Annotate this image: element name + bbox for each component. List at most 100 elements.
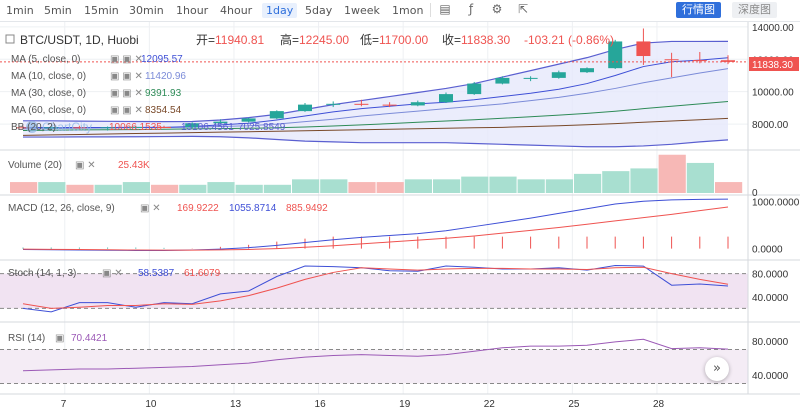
candle-body: [44, 127, 59, 129]
study-controls-icon[interactable]: ▣ ▣ ✕: [110, 71, 143, 82]
volume-bar: [545, 179, 573, 193]
candle-body: [298, 104, 312, 112]
price-axis-tick-label: 14000.00: [752, 23, 794, 34]
volume-bar: [151, 184, 179, 193]
timeframe-1mon[interactable]: 1mon: [392, 4, 424, 17]
candle-body: [495, 77, 510, 84]
volume-bar: [376, 182, 404, 193]
timeframe-30min[interactable]: 30min: [129, 4, 164, 17]
symbol-title: BTC/USDT, 1D, Huobi: [20, 33, 139, 47]
timeframe-1week[interactable]: 1week: [344, 4, 380, 17]
study-controls-icon[interactable]: ▣ ▣ ✕: [110, 88, 143, 99]
price-axis: 8000.0010000.0012000.0014000.0000.000010…: [752, 23, 800, 382]
timeframe-1hour[interactable]: 1hour: [176, 4, 209, 17]
candle-body: [664, 59, 679, 61]
study-label-ma5: MA (5, close, 0): [11, 54, 80, 65]
candle-body: [467, 83, 482, 95]
stoch-k-line: [22, 264, 729, 313]
macd-signal-line: [22, 206, 729, 251]
stoch-series: [0, 264, 748, 313]
fullscreen-icon[interactable]: ⇱: [517, 2, 529, 16]
study-controls-icon[interactable]: ▣ ✕: [140, 203, 161, 214]
study-label-ma60: MA (60, close, 0): [11, 105, 86, 116]
time-axis-tick-label: 19: [399, 399, 411, 410]
low-value: 11700.00: [379, 33, 428, 47]
study-controls-icon[interactable]: ▣ ▣ ✕: [110, 105, 143, 116]
study-controls-icon[interactable]: ▣: [55, 333, 64, 344]
ma30-line: [22, 101, 729, 132]
study-controls-icon[interactable]: ▣ ✕: [102, 268, 123, 279]
ma60-line: [22, 117, 729, 136]
candle-style-icon[interactable]: ▤: [439, 2, 451, 16]
stoch-axis-tick-label: 80.0000: [752, 270, 789, 281]
volume-value: 25.43K: [118, 160, 150, 171]
rsi-label: RSI (14): [8, 333, 45, 344]
candle-body: [721, 60, 735, 62]
time-axis-tick-label: 25: [568, 399, 580, 410]
volume-bar: [574, 173, 602, 193]
watermark-text: ChartCity: [42, 120, 92, 134]
volume-bar: [263, 184, 291, 193]
bollinger-fill: [23, 41, 728, 147]
stoch-d-line: [22, 266, 729, 309]
volume-bar: [433, 179, 461, 193]
volume-bar: [10, 182, 38, 193]
price-axis-tick-label: 10000.00: [752, 88, 794, 99]
toolbar-divider: [430, 3, 431, 17]
scroll-to-latest-button[interactable]: »: [705, 357, 729, 381]
high-label: 高=: [280, 32, 299, 47]
stoch-axis-tick-label: 40.0000: [752, 293, 789, 304]
time-axis-tick-label: 7: [61, 399, 67, 410]
volume-bar: [179, 184, 207, 193]
time-axis-tick-label: 22: [484, 399, 496, 410]
timeframe-1day[interactable]: 1day: [262, 3, 298, 18]
study-legends: MA (5, close, 0) ▣ ▣ ✕ 12095.57 MA (10, …: [8, 54, 328, 344]
chart-view-button[interactable]: 行情图: [676, 2, 721, 18]
rsi-series: [0, 338, 748, 384]
last-price-badge: [749, 57, 799, 71]
price-axis-tick-label: 8000.00: [752, 120, 789, 131]
volume-bar: [461, 176, 489, 193]
candle-body: [16, 127, 30, 129]
candle-body: [326, 103, 341, 105]
timeframe-4hour[interactable]: 4hour: [220, 4, 253, 17]
collapse-icon[interactable]: [5, 34, 15, 44]
volume-bar: [630, 168, 658, 193]
time-axis-tick-label: 13: [230, 399, 242, 410]
indicators-icon[interactable]: ƒ: [468, 2, 474, 16]
candle-body: [382, 104, 397, 106]
volume-series: [10, 154, 743, 193]
timeframe-5day[interactable]: 5day: [305, 4, 333, 17]
timeframe-toolbar: 1min 5min 15min 30min 1hour 4hour 1day 5…: [0, 0, 800, 22]
stoch-band: [0, 273, 748, 309]
volume-bar: [94, 184, 122, 193]
candle-body: [213, 121, 228, 124]
volume-bar: [348, 182, 376, 193]
depth-view-button[interactable]: 深度图: [732, 2, 777, 18]
timeframe-1min[interactable]: 1min: [6, 4, 34, 17]
macd-value-macd: 1055.8714: [229, 203, 277, 214]
volume-bar: [658, 154, 686, 193]
study-value-bb-mid: 10066.1535: [109, 122, 162, 133]
timeframe-15min[interactable]: 15min: [84, 4, 119, 17]
open-label: 开=: [196, 33, 215, 47]
timeframe-5min[interactable]: 5min: [44, 4, 72, 17]
macd-value-hist: 169.9222: [177, 203, 219, 214]
open-value: 11940.81: [215, 33, 264, 47]
close-label: 收=: [442, 33, 461, 47]
study-controls-icon[interactable]: ▣ ✕: [75, 160, 96, 171]
study-value-bb-upper: 13106.4561: [181, 122, 234, 133]
study-value-ma5: 12095.57: [141, 54, 183, 65]
study-label-ma10: MA (10, close, 0): [11, 71, 86, 82]
candle-body: [72, 127, 87, 129]
volume-bar: [517, 179, 545, 193]
volume-bar: [292, 179, 320, 193]
last-price-label: 11838.30: [752, 60, 793, 71]
candlestick-series: [16, 28, 735, 131]
study-value-ma30: 9391.93: [145, 88, 182, 99]
settings-icon[interactable]: ⚙: [491, 2, 503, 16]
study-controls-icon[interactable]: ▣ ▣ ✕: [110, 54, 143, 65]
candle-body: [608, 41, 623, 69]
candle-body: [241, 118, 256, 122]
